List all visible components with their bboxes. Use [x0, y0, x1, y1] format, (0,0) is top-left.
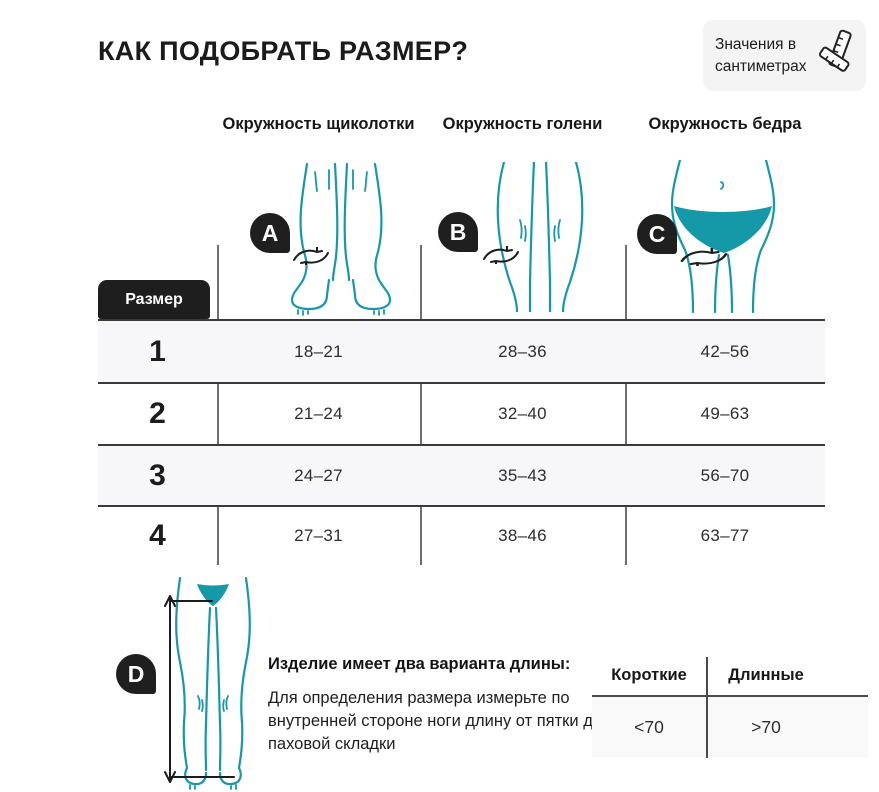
calf-legs-illustration: [496, 162, 584, 312]
size-value: 2: [149, 397, 166, 430]
table-row: 4 27–31 38–46 63–77: [98, 507, 825, 565]
marker-d-label: D: [127, 660, 145, 687]
table-divider-3: [625, 245, 627, 565]
length-measure-instructions: Для определения размера измерьте по внут…: [268, 689, 602, 754]
size-column-header-label: Размер: [125, 290, 183, 308]
calf-range: 28–36: [498, 341, 547, 361]
size-column-header: Размер: [98, 280, 210, 319]
table-border-row2: [98, 444, 825, 446]
table-border-top: [98, 319, 825, 321]
ankle-range: 27–31: [294, 526, 343, 545]
hip-range: 56–70: [700, 465, 750, 485]
length-table-divider: [706, 657, 708, 758]
calf-range: 35–43: [498, 465, 547, 485]
table-row: 2 21–24 32–40 49–63: [98, 384, 825, 444]
ankle-range: 24–27: [294, 465, 343, 485]
measure-arrow-c-icon: [680, 248, 728, 266]
measure-arrow-b-icon: [483, 246, 519, 264]
size-value: 4: [149, 519, 166, 552]
length-options-heading: Изделие имеет два варианта длины:: [268, 655, 571, 673]
ankle-range: 21–24: [294, 404, 343, 423]
table-divider-1: [217, 245, 219, 565]
length-table-header-row: Короткие Длинные: [592, 655, 868, 697]
size-value: 3: [149, 458, 166, 492]
leg-length-illustration: [175, 576, 251, 790]
length-table-value-short: <70: [634, 716, 664, 737]
marker-c-badge: C: [637, 214, 677, 254]
table-border-row1: [98, 382, 825, 384]
ankle-legs-illustration: [290, 162, 392, 316]
hip-torso-illustration: [670, 160, 776, 314]
units-badge-label: Значения в сантиметрах: [715, 35, 807, 75]
size-value: 1: [149, 334, 166, 368]
hip-range: 49–63: [700, 404, 750, 423]
marker-a-badge: A: [250, 213, 290, 253]
ruler-icon: [816, 29, 858, 82]
marker-b-badge: B: [438, 212, 478, 252]
length-table-value-long: >70: [751, 716, 781, 737]
calf-range: 38–46: [498, 526, 547, 545]
units-badge: Значения в сантиметрах: [703, 20, 866, 91]
calf-range: 32–40: [498, 404, 547, 423]
length-table-header-short: Короткие: [611, 665, 687, 684]
table-border-row3: [98, 505, 825, 507]
marker-d-badge: D: [116, 654, 156, 694]
column-header-calf: Окружность голени: [442, 115, 603, 133]
measure-arrow-a-icon: [293, 247, 329, 265]
column-header-hip: Окружность бедра: [648, 115, 802, 133]
column-header-ankle: Окружность щиколотки: [222, 115, 415, 133]
table-row: 1 18–21 28–36 42–56: [98, 321, 825, 382]
marker-b-label: B: [449, 218, 467, 245]
ankle-range: 18–21: [294, 341, 343, 361]
length-table-header-long: Длинные: [728, 665, 804, 684]
page-title: КАК ПОДОБРАТЬ РАЗМЕР?: [98, 36, 469, 66]
hip-range: 63–77: [700, 526, 750, 545]
length-table: Короткие Длинные <70 >70: [592, 655, 868, 758]
length-measure-arrow: [164, 595, 235, 783]
marker-a-label: A: [261, 219, 279, 246]
marker-c-label: C: [648, 220, 666, 247]
length-table-value-row: <70 >70: [592, 697, 868, 757]
table-divider-2: [420, 245, 422, 565]
table-row: 3 24–27 35–43 56–70: [98, 446, 825, 505]
hip-range: 42–56: [700, 341, 750, 361]
